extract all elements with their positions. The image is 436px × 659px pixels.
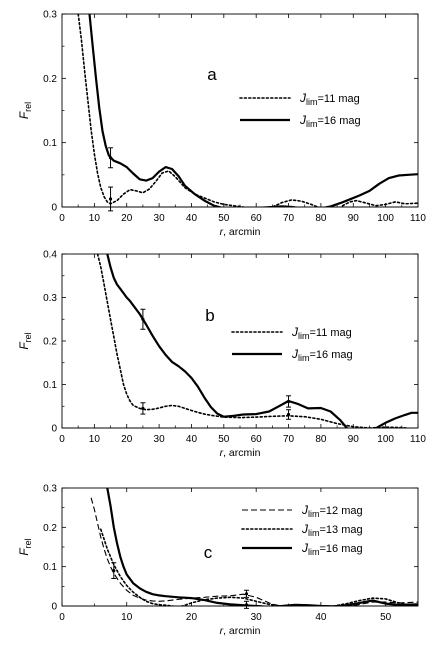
error-bar: [243, 600, 249, 609]
x-tick-label: 40: [186, 213, 198, 224]
error-bar: [108, 186, 114, 212]
legend-label: Jlim=16 mag: [299, 113, 361, 129]
series-line-dotted: [96, 254, 414, 428]
y-tick-label: 0.3: [43, 484, 57, 495]
series-line-dashed: [90, 497, 418, 606]
x-tick-label: 100: [377, 213, 394, 224]
panel-letter: b: [205, 306, 214, 325]
x-tick-label: 20: [186, 612, 198, 623]
x-tick-label: 90: [348, 434, 360, 445]
series-line-solid: [106, 254, 418, 428]
panel-letter: c: [204, 543, 213, 562]
x-tick-label: 10: [121, 612, 133, 623]
legend: Jlim=11 mag Jlim=16 mag: [231, 325, 353, 363]
x-tick-label: 0: [59, 213, 65, 224]
x-tick-label: 70: [283, 213, 295, 224]
x-tick-label: 20: [121, 434, 133, 445]
y-tick-label: 0.2: [43, 523, 57, 534]
series-line-dotted: [100, 528, 418, 606]
error-bar: [243, 589, 249, 598]
x-tick-label: 80: [315, 213, 327, 224]
x-tick-label: 110: [410, 213, 426, 224]
error-bar: [108, 147, 114, 169]
x-tick-label: 50: [380, 612, 392, 623]
panel-b: 0 10 20 30 40 50 60 70 80 90 100 110 0 0.1 0.2 0.3 0.4 Fr…: [17, 250, 426, 460]
error-bar: [286, 395, 292, 408]
x-tick-label: 40: [186, 434, 198, 445]
y-tick-label: 0: [51, 203, 57, 214]
x-tick-label: 50: [218, 434, 230, 445]
x-axis-title: r, arcmin: [220, 447, 261, 459]
x-axis-title: r, arcmin: [220, 625, 261, 637]
y-tick-label: 0.4: [43, 250, 57, 261]
series-line-dotted: [77, 14, 418, 207]
x-tick-label: 90: [348, 213, 360, 224]
y-axis-title: Frel: [17, 102, 33, 119]
series-line-solid: [88, 14, 418, 207]
legend: Jlim=12 mag Jlim=13 mag Jlim=16 mag: [241, 503, 363, 557]
x-tick-label: 60: [251, 213, 263, 224]
legend-label: Jlim=12 mag: [301, 503, 363, 519]
x-tick-label: 40: [315, 612, 327, 623]
y-axis-title: Frel: [17, 538, 33, 555]
y-tick-label: 0.1: [43, 380, 57, 391]
legend-label: Jlim=11 mag: [299, 91, 360, 107]
x-tick-label: 70: [283, 434, 295, 445]
series-line-solid: [106, 488, 418, 606]
y-tick-label: 0: [51, 602, 57, 613]
x-tick-label: 10: [89, 213, 101, 224]
panel-letter: a: [207, 65, 217, 84]
x-tick-label: 20: [121, 213, 133, 224]
legend-label: Jlim=16 mag: [291, 347, 353, 363]
legend: Jlim=11 mag Jlim=16 mag: [239, 91, 361, 129]
x-tick-label: 80: [315, 434, 327, 445]
y-tick-label: 0.3: [43, 10, 57, 21]
x-tick-label: 60: [251, 434, 263, 445]
x-tick-label: 30: [154, 434, 166, 445]
panel-a: 0 10 20 30 40 50 60 70 80 90 100 110 0 0.1 0.2 0.3 Frel r…: [17, 10, 426, 239]
y-tick-label: 0: [51, 424, 57, 435]
y-tick-label: 0.2: [43, 74, 57, 85]
legend-label: Jlim=11 mag: [291, 325, 352, 341]
x-tick-label: 10: [89, 434, 101, 445]
x-tick-label: 100: [377, 434, 394, 445]
plot-frame: [61, 487, 419, 607]
y-tick-label: 0.1: [43, 562, 57, 573]
plot-frame: [61, 13, 419, 208]
y-tick-label: 0.2: [43, 337, 57, 348]
error-bar: [111, 562, 117, 579]
x-tick-label: 0: [59, 434, 65, 445]
x-tick-label: 30: [251, 612, 263, 623]
x-tick-label: 50: [218, 213, 230, 224]
error-bar: [140, 402, 146, 415]
y-tick-label: 0.3: [43, 293, 57, 304]
x-tick-label: 0: [59, 612, 65, 623]
panel-c: 0 10 20 30 40 50 0 0.1 0.2 0.3 Frel r, arcmin c Jlim=…: [17, 484, 419, 637]
legend-label: Jlim=16 mag: [301, 541, 363, 557]
legend-label: Jlim=13 mag: [301, 522, 363, 538]
x-tick-label: 110: [410, 434, 426, 445]
error-bar: [140, 308, 146, 330]
y-axis-title: Frel: [17, 332, 33, 349]
error-bar: [286, 409, 292, 420]
y-tick-label: 0.1: [43, 138, 57, 149]
x-tick-label: 30: [154, 213, 166, 224]
x-axis-title: r, arcmin: [220, 226, 261, 238]
